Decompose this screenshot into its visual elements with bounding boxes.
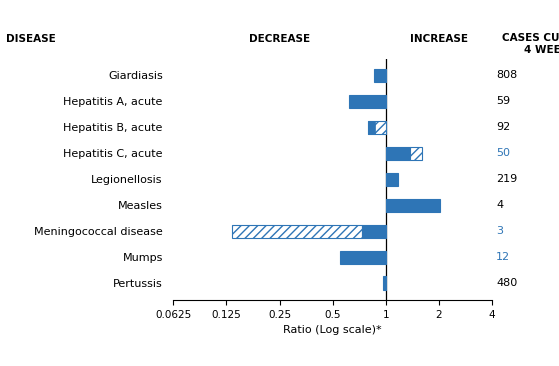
Bar <box>233 224 362 238</box>
Bar <box>386 147 410 160</box>
X-axis label: Ratio (Log scale)*: Ratio (Log scale)* <box>283 325 382 335</box>
Text: 808: 808 <box>496 70 518 81</box>
Text: CASES CURRENT
4 WEEKS: CASES CURRENT 4 WEEKS <box>503 33 559 55</box>
Text: 3: 3 <box>496 226 503 236</box>
Bar <box>362 224 386 238</box>
Text: 59: 59 <box>496 96 510 107</box>
Text: 4: 4 <box>496 200 503 210</box>
Bar <box>410 147 421 160</box>
Bar <box>340 250 386 264</box>
Text: 50: 50 <box>496 148 510 158</box>
Text: DISEASE: DISEASE <box>6 34 55 44</box>
Bar <box>383 276 386 290</box>
Bar <box>374 69 386 82</box>
Text: 219: 219 <box>496 174 518 184</box>
Bar <box>368 121 386 134</box>
Text: 480: 480 <box>496 278 518 288</box>
Text: 12: 12 <box>496 252 510 262</box>
Bar <box>386 199 439 212</box>
Bar <box>368 121 375 134</box>
Text: DECREASE: DECREASE <box>249 34 310 44</box>
Bar <box>349 95 386 108</box>
Text: INCREASE: INCREASE <box>410 34 468 44</box>
Bar <box>386 173 399 186</box>
Text: 92: 92 <box>496 122 510 132</box>
